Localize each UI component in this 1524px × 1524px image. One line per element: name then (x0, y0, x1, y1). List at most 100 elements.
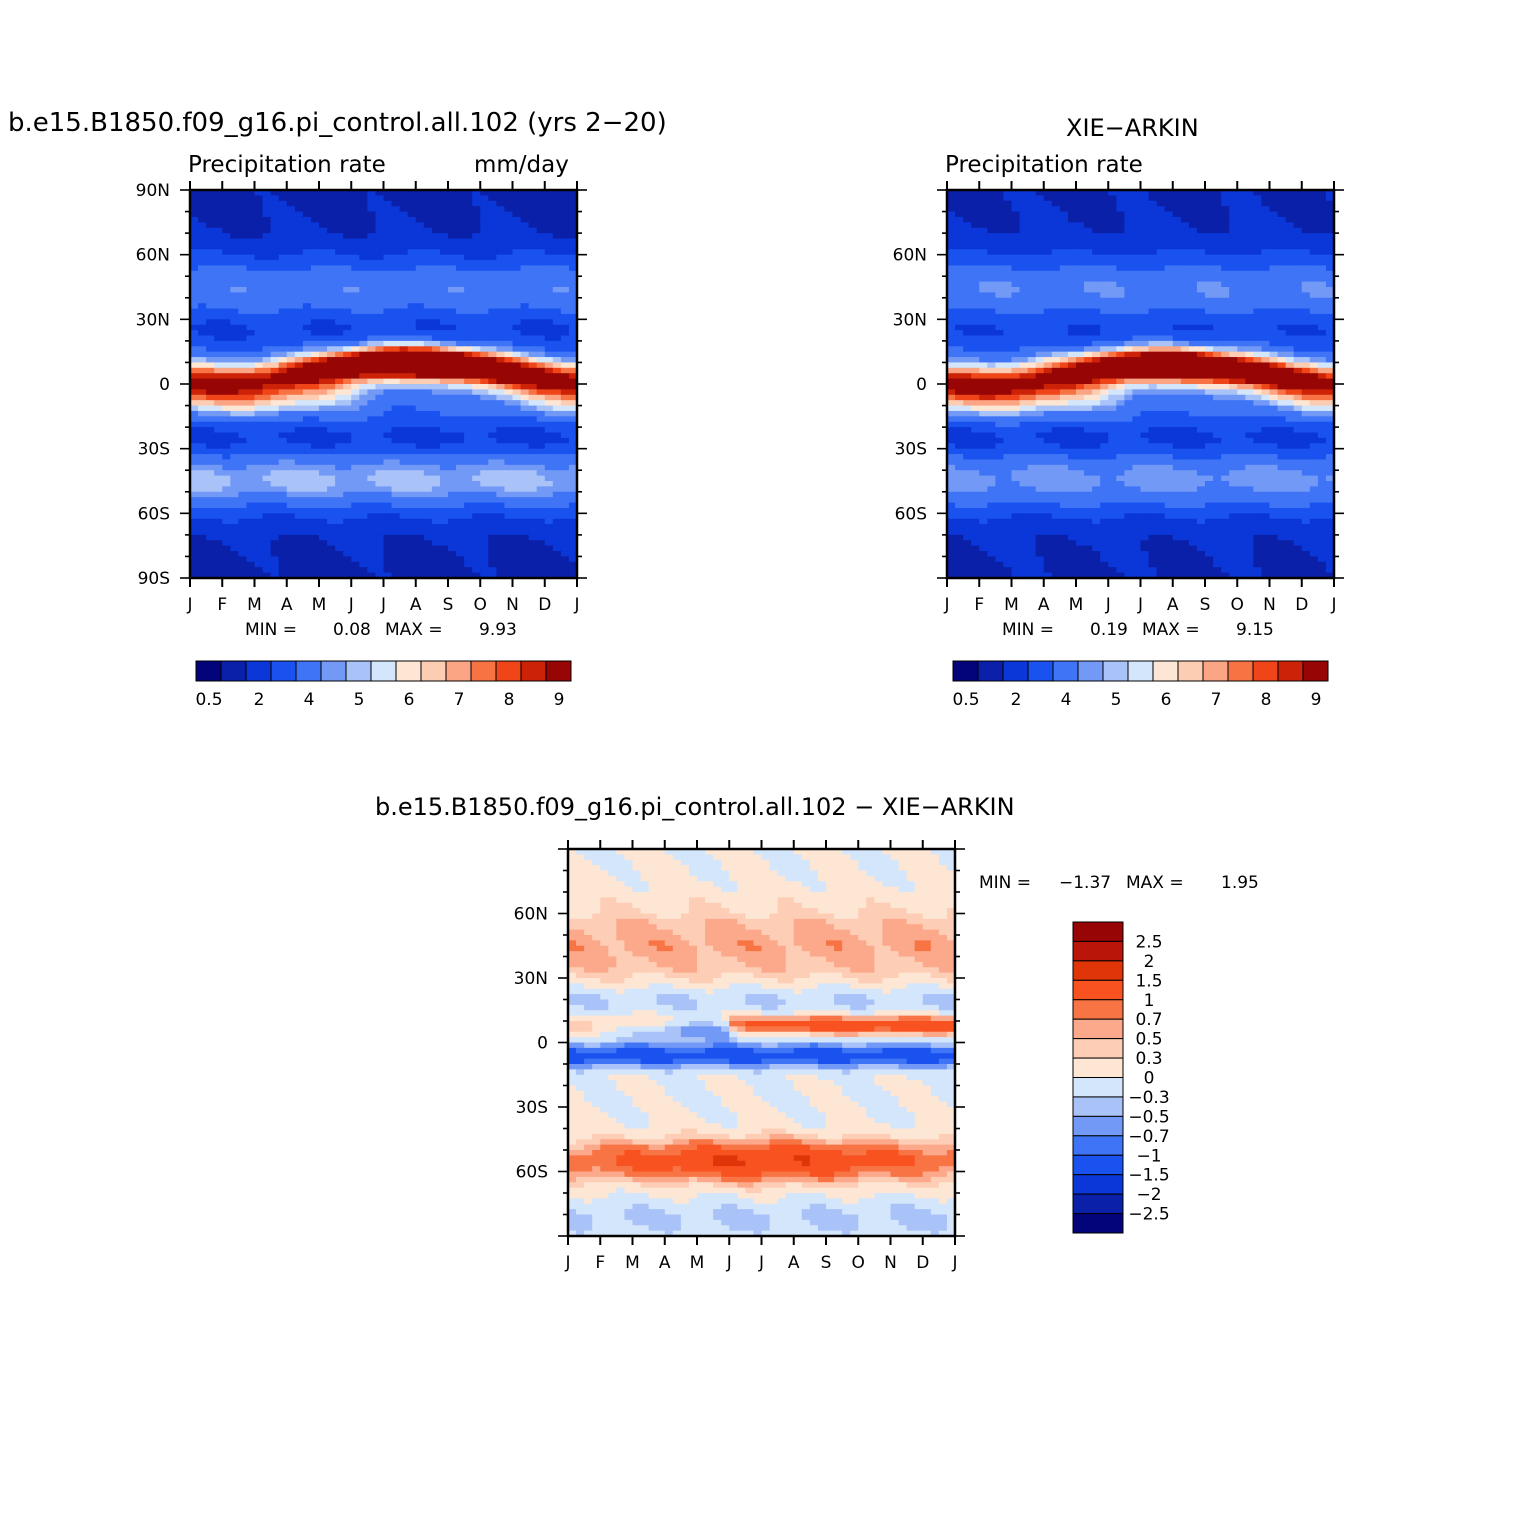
field-cell (391, 454, 401, 461)
field-cell (254, 405, 264, 412)
field-cell (472, 437, 481, 444)
field-cell (496, 421, 506, 428)
field-cell (327, 254, 336, 261)
field-cell (560, 227, 570, 234)
field-cell (1067, 238, 1077, 245)
field-cell (399, 518, 409, 525)
field-cell (351, 319, 360, 326)
field-cell (947, 303, 956, 310)
field-cell (520, 416, 530, 423)
field-cell (222, 367, 231, 374)
field-cell (520, 464, 530, 471)
field-cell (1205, 260, 1214, 267)
field-cell (294, 233, 304, 240)
field-cell (1148, 270, 1158, 277)
field-cell (383, 243, 393, 250)
field-cell (190, 529, 199, 536)
field-cell (448, 400, 457, 407)
field-cell (504, 297, 514, 304)
field-cell (190, 216, 199, 223)
field-cell (327, 211, 336, 218)
field-cell (1116, 216, 1125, 223)
field-cell (383, 238, 393, 245)
field-cell (552, 551, 562, 558)
field-cell (560, 222, 570, 229)
field-cell (987, 357, 996, 364)
field-cell (987, 287, 996, 293)
field-cell (1003, 243, 1013, 250)
field-cell (448, 556, 457, 563)
field-cell (971, 222, 980, 229)
field-cell (286, 330, 296, 337)
field-cell (302, 572, 312, 578)
field-cell (222, 448, 231, 455)
field-cell (1188, 200, 1198, 207)
field-cell (335, 373, 344, 380)
field-cell (456, 367, 465, 374)
field-cell (568, 534, 577, 541)
field-cell (480, 464, 489, 471)
field-cell (552, 276, 562, 283)
field-cell (270, 410, 280, 417)
field-cell (415, 405, 425, 412)
field-cell (456, 335, 465, 342)
field-cell (1067, 211, 1077, 218)
field-cell (544, 303, 554, 310)
field-cell (1156, 340, 1166, 347)
field-cell (415, 216, 425, 223)
field-cell (294, 227, 304, 234)
field-cell (1148, 319, 1158, 326)
field-cell (1132, 211, 1142, 218)
field-cell (367, 287, 377, 293)
field-cell (512, 432, 522, 439)
field-cell (1043, 313, 1053, 320)
field-cell (1180, 276, 1190, 283)
field-cell (270, 238, 280, 245)
field-cell (415, 222, 425, 229)
field-cell (246, 437, 256, 444)
field-cell (544, 276, 554, 283)
field-cell (351, 567, 360, 574)
field-cell (1205, 324, 1214, 331)
field-cell (214, 238, 223, 245)
field-cell (286, 529, 296, 536)
field-cell (246, 324, 256, 331)
field-cell (383, 497, 393, 504)
field-cell (1164, 319, 1174, 326)
field-cell (335, 561, 344, 568)
field-cell (375, 416, 385, 423)
field-cell (456, 211, 465, 218)
field-cell (351, 303, 360, 310)
field-cell (343, 491, 352, 498)
field-cell (327, 281, 336, 288)
field-cell (560, 524, 570, 531)
field-cell (1285, 227, 1295, 234)
field-cell (1237, 270, 1246, 277)
field-cell (947, 211, 956, 218)
field-cell (1116, 243, 1125, 250)
field-cell (383, 540, 393, 547)
field-cell (335, 281, 344, 288)
field-cell (359, 513, 368, 520)
field-cell (230, 249, 239, 256)
field-cell (375, 502, 385, 509)
field-cell (1003, 308, 1013, 315)
field-cell (262, 459, 272, 466)
field-cell (391, 421, 401, 428)
field-cell (1019, 357, 1029, 364)
field-cell (472, 330, 481, 337)
field-cell (1196, 324, 1206, 331)
field-cell (206, 551, 215, 558)
field-cell (415, 287, 425, 293)
field-cell (1229, 330, 1238, 337)
field-cell (488, 502, 497, 509)
field-cell (496, 227, 506, 234)
field-cell (246, 502, 256, 509)
field-cell (270, 448, 280, 455)
field-cell (1213, 351, 1222, 358)
field-cell (544, 216, 554, 223)
field-cell (987, 292, 996, 299)
field-cell (198, 561, 207, 568)
field-cell (359, 346, 368, 353)
field-cell (198, 475, 207, 482)
